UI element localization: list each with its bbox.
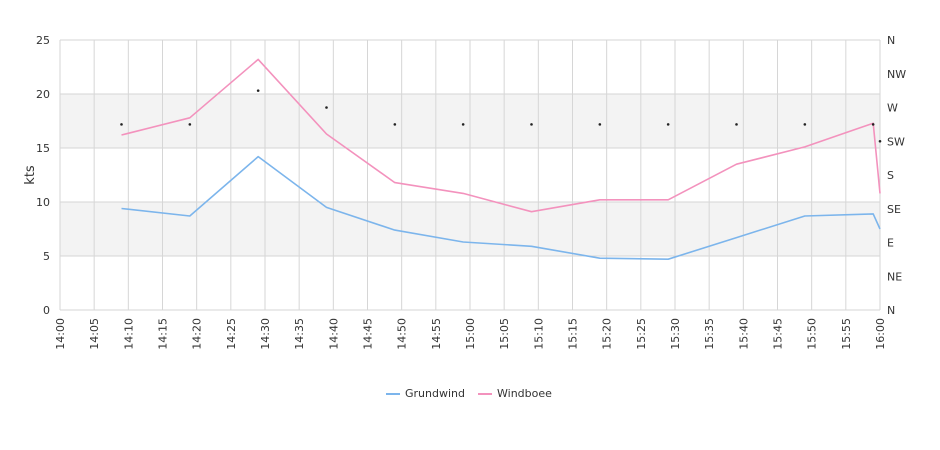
direction-point <box>461 123 465 126</box>
x-tick-label: 14:25 <box>225 318 238 350</box>
series-line-windboee <box>121 58 881 213</box>
direction-point <box>598 123 602 126</box>
legend-item-grundwind[interactable]: Grundwind <box>386 387 465 400</box>
y-gridlines <box>60 39 880 311</box>
x-tick-label: 14:40 <box>327 318 340 350</box>
x-tick-label: 16:00 <box>874 318 887 350</box>
direction-point <box>530 123 533 126</box>
direction-point <box>878 139 882 143</box>
y-tick-label: 15 <box>36 142 50 155</box>
x-tick-label: 14:20 <box>191 318 204 350</box>
y-tick-label: 10 <box>36 196 50 209</box>
x-tick-label: 15:50 <box>806 318 819 350</box>
direction-tick-label: S <box>887 169 894 182</box>
direction-tick-label: N <box>887 34 895 47</box>
x-tick-label: 15:35 <box>703 318 716 350</box>
legend[interactable]: Grundwind Windboee <box>386 387 552 400</box>
x-tick-label: 14:55 <box>430 318 443 350</box>
x-tick-label: 14:45 <box>362 318 375 350</box>
x-tick-label: 15:05 <box>498 318 511 350</box>
x-tick-label: 14:15 <box>157 318 170 350</box>
x-tick-label: 14:00 <box>54 318 67 350</box>
y-axis-label: kts <box>23 165 38 185</box>
direction-point <box>120 123 123 126</box>
x-tick-label: 15:15 <box>567 318 580 350</box>
x-tick-label: 14:10 <box>122 318 135 350</box>
y-axis-ticks: 0 5 10 15 20 25 <box>36 34 50 317</box>
legend-label: Windboee <box>497 387 552 400</box>
series-line-grundwind <box>121 155 881 261</box>
direction-point <box>803 123 807 126</box>
x-tick-label: 14:05 <box>88 318 101 350</box>
direction-point <box>735 123 738 126</box>
direction-point <box>393 123 397 126</box>
y-tick-label: 20 <box>36 88 50 101</box>
x-tick-label: 15:40 <box>737 318 750 350</box>
x-tick-label: 14:35 <box>293 318 306 350</box>
y-tick-label: 0 <box>43 304 50 317</box>
direction-tick-label: N <box>887 304 895 317</box>
x-tick-label: 14:50 <box>396 318 409 350</box>
legend-label: Grundwind <box>405 387 465 400</box>
y-tick-label: 5 <box>43 250 50 263</box>
x-tick-label: 15:30 <box>669 318 682 350</box>
x-tick-label: 15:10 <box>532 318 545 350</box>
direction-point <box>666 123 670 126</box>
direction-tick-label: SW <box>887 135 905 148</box>
x-tick-label: 15:25 <box>635 318 648 350</box>
direction-axis-ticks: N NW W SW S SE E NE N <box>887 34 906 317</box>
x-tick-label: 15:20 <box>601 318 614 350</box>
direction-points <box>120 89 882 143</box>
legend-item-windboee[interactable]: Windboee <box>478 387 552 400</box>
x-tick-label: 15:45 <box>772 318 785 350</box>
direction-point <box>871 123 875 126</box>
direction-tick-label: W <box>887 102 898 115</box>
series-lines <box>121 58 881 261</box>
direction-tick-label: E <box>887 237 894 250</box>
direction-tick-label: SE <box>887 203 901 216</box>
direction-tick-label: NW <box>887 68 906 81</box>
direction-tick-label: NE <box>887 270 902 283</box>
direction-point <box>325 106 328 109</box>
x-tick-label: 15:55 <box>840 318 853 350</box>
direction-point <box>188 123 192 126</box>
x-tick-label: 14:30 <box>259 318 272 350</box>
x-axis-ticks: 14:00 14:05 14:10 14:15 14:20 14:25 14:30 14:35… <box>54 318 887 350</box>
x-tick-label: 15:00 <box>464 318 477 350</box>
direction-point <box>256 89 260 92</box>
y-tick-label: 25 <box>36 34 50 47</box>
x-gridlines <box>59 40 881 310</box>
